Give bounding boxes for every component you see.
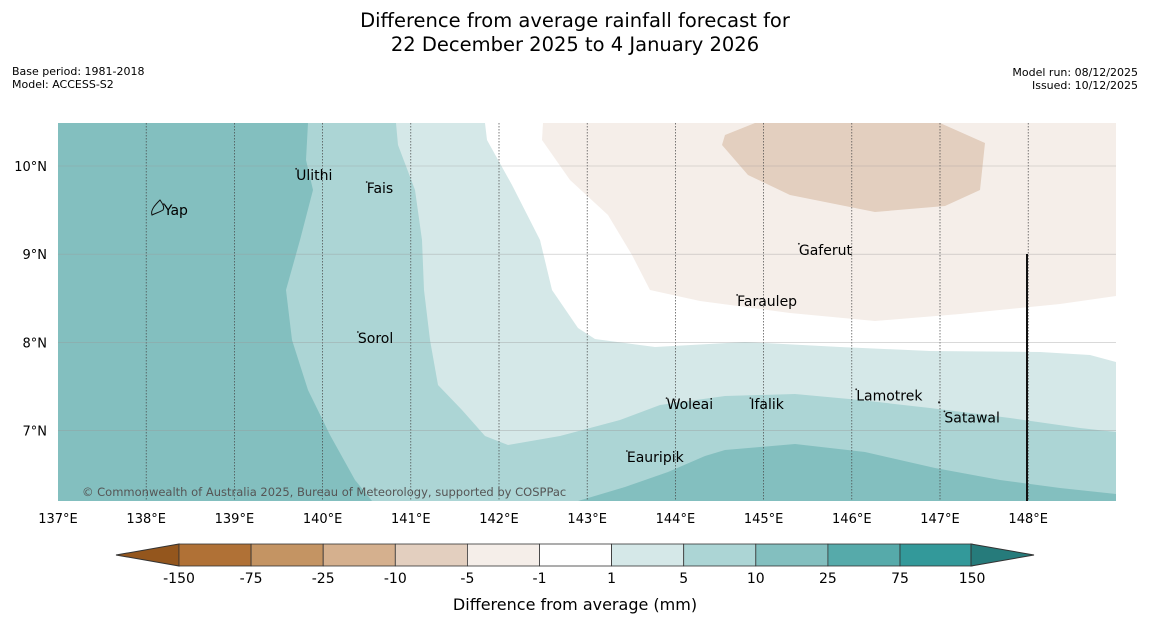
colorbar-cell xyxy=(611,543,685,567)
place-label: Satawal xyxy=(944,410,999,426)
place-marker xyxy=(625,450,628,452)
latitude-ticks: 10°N 9°N 8°N 7°N xyxy=(14,160,47,440)
longitude-tick-label: 146°E xyxy=(832,512,872,527)
place-label: Sorol xyxy=(358,331,393,347)
colorbar-tick-label: 25 xyxy=(819,571,837,587)
rainfall-contours xyxy=(58,123,1116,501)
place-label: Lamotrek xyxy=(856,388,923,404)
colorbar-cell xyxy=(322,543,396,567)
longitude-tick-label: 140°E xyxy=(303,512,343,527)
colorbar-tick-label: -150 xyxy=(163,571,195,587)
model-run: Model run: 08/12/2025 xyxy=(1012,66,1138,79)
longitude-tick-label: 145°E xyxy=(744,512,784,527)
colorbar-tick-label: -5 xyxy=(460,571,474,587)
title-line-1: Difference from average rainfall forecas… xyxy=(360,9,790,32)
place-marker xyxy=(855,388,858,391)
colorbar-cell xyxy=(827,543,901,567)
contour-minus10-minus5 xyxy=(722,123,985,212)
colorbar-cell xyxy=(178,543,252,567)
colorbar-cell xyxy=(466,543,540,567)
place-label: Yap xyxy=(163,203,188,219)
places-layer: Yap Ulithi Fais Gaferut Faraulep Sorol Woleai I… xyxy=(163,168,1000,466)
yap-island-outline xyxy=(151,199,165,216)
place-label: Woleai xyxy=(667,397,714,413)
colorbar-cell xyxy=(683,543,757,567)
colorbar-cell xyxy=(539,543,612,567)
contour-10-25-south xyxy=(578,444,1116,501)
latitude-tick-label: 10°N xyxy=(14,160,47,175)
colorbar-cell xyxy=(250,543,324,567)
place-marker xyxy=(365,181,368,183)
colorbar-tick-label: -75 xyxy=(240,571,263,587)
colorbar-title: Difference from average (mm) xyxy=(453,595,697,614)
latitude-tick-label: 8°N xyxy=(23,336,48,351)
colorbar-tick-label: 5 xyxy=(679,571,688,587)
base-period: Base period: 1981-2018 xyxy=(12,65,145,78)
longitude-tick-label: 148°E xyxy=(1008,512,1048,527)
colorbar-tick-label: 10 xyxy=(747,571,765,587)
colorbar: -150 -75 -25 -10 -5 -1 1 5 10 25 75 150 Difference … xyxy=(115,543,1035,614)
longitude-tick-label: 137°E xyxy=(38,512,78,527)
longitude-tick-label: 141°E xyxy=(391,512,431,527)
place-label: Fais xyxy=(367,181,394,197)
place-marker xyxy=(356,331,359,333)
longitude-ticks: 137°E 138°E 139°E 140°E 141°E 142°E 143°E 144°E… xyxy=(38,512,1048,527)
longitude-tick-label: 143°E xyxy=(567,512,607,527)
colorbar-tick-label: 1 xyxy=(607,571,616,587)
colorbar-tick-label: -1 xyxy=(533,571,547,587)
place-marker xyxy=(749,397,752,400)
contour-5-10-south xyxy=(555,396,1116,501)
place-marker xyxy=(295,167,298,170)
title-line-2: 22 December 2025 to 4 January 2026 xyxy=(390,33,760,56)
place-label: Ulithi xyxy=(296,168,332,184)
place-marker xyxy=(162,203,165,206)
place-label: Faraulep xyxy=(737,294,797,310)
place-marker xyxy=(665,397,668,400)
place-marker xyxy=(943,410,946,413)
colorbar-tick-labels: -150 -75 -25 -10 -5 -1 1 5 10 25 75 150 xyxy=(163,571,985,587)
colorbar-low-extension xyxy=(115,543,180,567)
map-title: Difference from average rainfall forecas… xyxy=(0,9,1150,57)
run-info: Model run: 08/12/2025 Issued: 10/12/2025 xyxy=(1012,66,1138,92)
copyright-text: © Commonwealth of Australia 2025, Bureau… xyxy=(82,485,566,499)
latitude-tick-label: 7°N xyxy=(23,425,48,440)
issued-date: Issued: 10/12/2025 xyxy=(1031,79,1138,92)
colorbar-high-extension xyxy=(970,543,1035,567)
colorbar-tick-label: 150 xyxy=(959,571,986,587)
model-name: Model: ACCESS-S2 xyxy=(12,78,114,91)
place-marker xyxy=(736,294,739,296)
latitude-tick-label: 9°N xyxy=(23,248,48,263)
colorbar-tick-label: 75 xyxy=(891,571,909,587)
base-info: Base period: 1981-2018 Model: ACCESS-S2 xyxy=(12,65,144,91)
colorbar-tick-label: -10 xyxy=(384,571,407,587)
colorbar-cell xyxy=(755,543,829,567)
longitude-tick-label: 138°E xyxy=(126,512,166,527)
longitude-tick-label: 142°E xyxy=(479,512,519,527)
longitude-tick-label: 144°E xyxy=(656,512,696,527)
place-marker xyxy=(797,242,800,245)
colorbar-cell xyxy=(899,543,973,567)
place-label: Eauripik xyxy=(627,450,685,466)
longitude-tick-label: 139°E xyxy=(215,512,255,527)
place-label: Gaferut xyxy=(799,243,853,259)
longitude-tick-label: 147°E xyxy=(920,512,960,527)
colorbar-cells xyxy=(178,543,973,567)
place-label: Ifalik xyxy=(750,397,784,413)
colorbar-tick-label: -25 xyxy=(312,571,335,587)
colorbar-cell xyxy=(394,543,468,567)
islet-marker xyxy=(938,401,941,404)
graticule xyxy=(58,123,1116,501)
